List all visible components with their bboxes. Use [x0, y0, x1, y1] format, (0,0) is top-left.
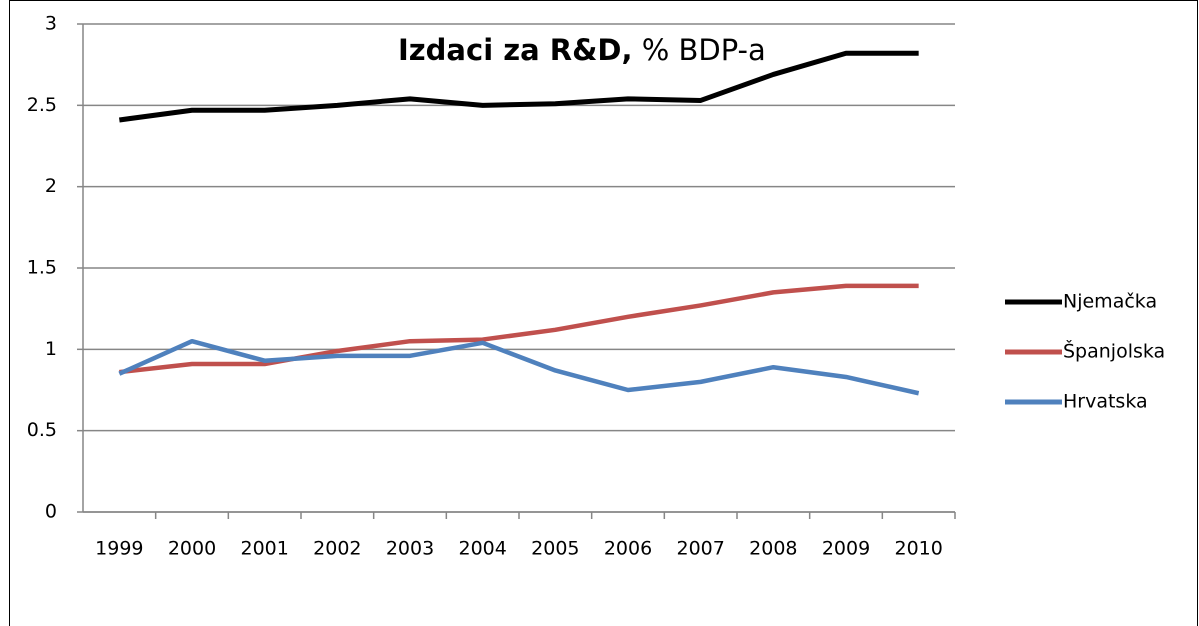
x-tick-label: 2010 [894, 538, 942, 560]
y-tick-label: 2 [45, 175, 57, 197]
y-tick-label: 2.5 [27, 94, 57, 116]
legend-label: Njemačka [1063, 291, 1157, 313]
title-unit: % BDP-a [642, 33, 766, 67]
x-tick-label: 2009 [822, 538, 870, 560]
y-tick-label: 1.5 [27, 257, 57, 279]
x-tick-label: 2004 [458, 538, 506, 560]
chart-title: Izdaci za R&D, % BDP-a [398, 33, 766, 67]
legend-label: Hrvatska [1063, 391, 1148, 413]
series-line [119, 283, 919, 375]
title-bold: Izdaci za R&D, [398, 33, 632, 67]
y-tick-label: 1 [45, 338, 57, 360]
y-tick-label: 0.5 [27, 419, 57, 441]
x-tick-label: 2006 [604, 538, 652, 560]
x-tick-label: 2000 [168, 538, 216, 560]
x-tick-label: 2001 [240, 538, 288, 560]
x-tick-label: 1999 [95, 538, 143, 560]
x-tick-label: 2003 [386, 538, 434, 560]
series-line [118, 338, 920, 396]
chart-frame [9, 0, 1198, 626]
y-tick-label: 0 [45, 501, 57, 523]
x-tick-label: 2002 [313, 538, 361, 560]
x-tick-label: 2007 [676, 538, 724, 560]
x-tick-label: 2005 [531, 538, 579, 560]
y-tick-label: 3 [45, 13, 57, 35]
series-line [119, 50, 919, 123]
legend-label: Španjolska [1063, 339, 1165, 363]
x-tick-label: 2008 [749, 538, 797, 560]
